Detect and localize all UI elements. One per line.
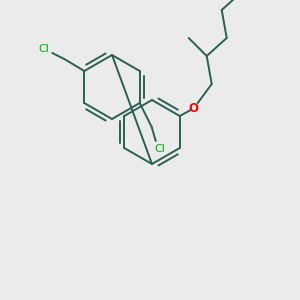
Text: Cl: Cl (39, 44, 50, 54)
Text: O: O (189, 101, 199, 115)
Text: Cl: Cl (154, 144, 165, 154)
